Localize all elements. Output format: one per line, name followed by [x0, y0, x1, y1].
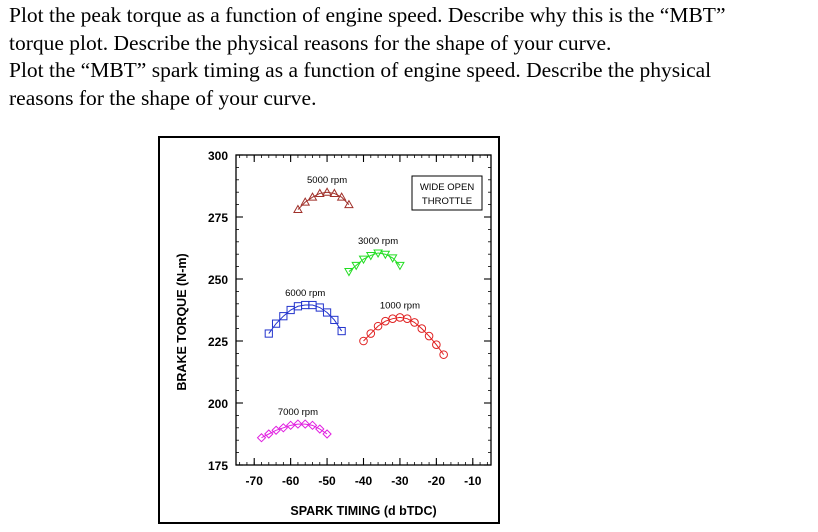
question-line-4: reasons for the shape of your curve.	[9, 85, 317, 110]
x-axis-label: SPARK TIMING (d bTDC)	[290, 504, 436, 518]
series-label: 1000 rpm	[380, 300, 420, 311]
diamond-marker	[285, 420, 296, 431]
square-marker	[264, 329, 273, 338]
series-label: 5000 rpm	[307, 175, 347, 186]
series-line	[348, 252, 401, 272]
annotation-text: THROTTLE	[422, 196, 472, 207]
series-1000-rpm	[359, 313, 448, 359]
triangle-down-marker	[380, 250, 391, 260]
torque-vs-spark-chart: -70 -60 -50 -40 -30 -20 -10 175 200 225 250 275 300 S…	[175, 149, 492, 518]
triangle-down-marker	[373, 249, 383, 258]
chart-series	[256, 187, 448, 443]
x-tick-label: -40	[355, 474, 373, 488]
square-marker	[330, 315, 339, 325]
circle-marker	[432, 340, 441, 350]
circle-marker	[359, 336, 368, 346]
square-marker	[337, 326, 346, 336]
y-tick-label: 275	[208, 211, 228, 225]
y-tick-label: 175	[208, 459, 228, 473]
triangle-up-marker	[300, 197, 311, 206]
triangle-down-marker	[387, 254, 398, 263]
triangle-up-marker	[307, 192, 318, 201]
circle-marker	[424, 331, 434, 341]
series-label: 3000 rpm	[358, 236, 398, 247]
diamond-marker	[264, 429, 274, 439]
x-tick-label: -60	[282, 474, 300, 488]
square-marker	[271, 319, 281, 328]
x-tick-label: -70	[246, 474, 264, 488]
series-3000-rpm	[344, 249, 405, 277]
diamond-marker	[300, 419, 310, 429]
series-label: 6000 rpm	[285, 288, 325, 299]
square-marker	[279, 312, 288, 321]
diamond-marker	[307, 420, 318, 431]
annotation-box	[411, 175, 483, 211]
series-line	[297, 191, 350, 210]
circle-marker	[417, 324, 427, 333]
circle-marker	[366, 329, 376, 338]
y-tick-label: 250	[208, 273, 228, 287]
x-tick-label: -30	[391, 474, 409, 488]
triangle-up-marker	[293, 204, 303, 214]
triangle-down-marker	[358, 255, 369, 265]
diamond-marker	[256, 433, 267, 443]
circle-marker	[373, 321, 383, 331]
triangle-up-marker	[322, 187, 332, 196]
chart-labels: -70 -60 -50 -40 -30 -20 -10 175 200 225 250 275 300 S…	[175, 149, 482, 518]
question-line-1: Plot the peak torque as a function of en…	[9, 3, 726, 27]
circle-marker	[439, 350, 448, 359]
x-tick-label: -50	[318, 474, 336, 488]
series-label: 7000 rpm	[278, 407, 318, 418]
triangle-down-marker	[351, 261, 362, 271]
triangle-up-marker	[336, 192, 347, 201]
y-tick-label: 200	[208, 397, 228, 411]
x-tick-label: -10	[464, 474, 482, 488]
diamond-marker	[278, 423, 289, 433]
triangle-up-marker	[344, 199, 354, 209]
series-5000-rpm	[293, 187, 354, 214]
triangle-up-marker	[329, 188, 340, 197]
square-marker	[322, 308, 332, 317]
question-line-3: Plot the “MBT” spark timing as a functio…	[9, 58, 712, 82]
circle-marker	[402, 314, 412, 323]
annotation-text: WIDE OPEN	[420, 182, 475, 193]
x-tick-label: -20	[428, 474, 446, 488]
chart-axes	[235, 154, 492, 466]
square-marker	[315, 303, 324, 312]
diamond-marker	[322, 429, 332, 439]
triangle-up-marker	[314, 188, 325, 197]
triangle-down-marker	[395, 261, 405, 271]
y-axis-label: BRAKE TORQUE (N-m)	[175, 253, 189, 390]
y-tick-label: 300	[208, 149, 228, 163]
diamond-marker	[315, 424, 325, 434]
circle-marker	[410, 318, 419, 327]
triangle-down-marker	[365, 251, 376, 261]
series-6000-rpm	[264, 300, 346, 338]
triangle-down-marker	[344, 268, 354, 277]
series-line	[268, 304, 343, 334]
series-7000-rpm	[256, 419, 332, 443]
diamond-marker	[271, 425, 281, 435]
diamond-marker	[293, 419, 303, 429]
chart-frame: -70 -60 -50 -40 -30 -20 -10 175 200 225 250 275 300 S…	[158, 136, 500, 524]
question-text: Plot the peak torque as a function of en…	[9, 2, 814, 112]
question-line-2: torque plot. Describe the physical reaso…	[9, 30, 612, 55]
y-tick-label: 225	[208, 335, 228, 349]
